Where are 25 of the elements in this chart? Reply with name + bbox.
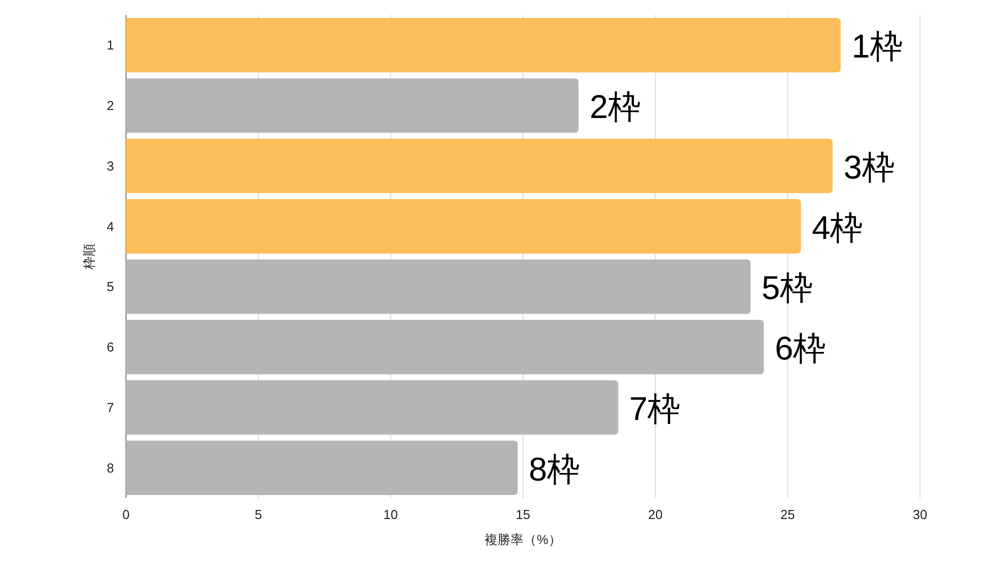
- x-axis-title: 複勝率（%）: [484, 532, 562, 547]
- y-tick-label: 3: [106, 158, 114, 174]
- annotation: 3枠: [844, 148, 896, 186]
- x-tick-label: 20: [648, 507, 663, 522]
- y-tick-label: 4: [106, 218, 114, 234]
- annotation: 5枠: [762, 269, 813, 306]
- y-tick-label: 8: [106, 460, 114, 476]
- annotation: 2枠: [590, 88, 641, 126]
- y-tick-label: 5: [106, 279, 114, 294]
- x-tick-label: 15: [516, 507, 530, 522]
- x-tick-label: 5: [254, 507, 262, 522]
- annotation: 6枠: [774, 330, 826, 367]
- x-tick-label: 30: [912, 507, 928, 522]
- y-tick-label: 7: [106, 400, 114, 415]
- x-tick-label: 0: [122, 507, 130, 522]
- y-tick-label: 6: [106, 340, 114, 355]
- annotation: 8枠: [528, 450, 580, 488]
- annotation: 7枠: [629, 390, 681, 427]
- y-axis-title: 枠順: [82, 244, 96, 270]
- annotation: 1枠: [852, 28, 903, 65]
- annotation: 4枠: [812, 208, 864, 246]
- x-tick-label: 10: [383, 507, 398, 522]
- x-tick-label: 25: [780, 507, 795, 522]
- y-tick-label: 2: [106, 98, 114, 114]
- y-tick-label: 1: [106, 38, 114, 53]
